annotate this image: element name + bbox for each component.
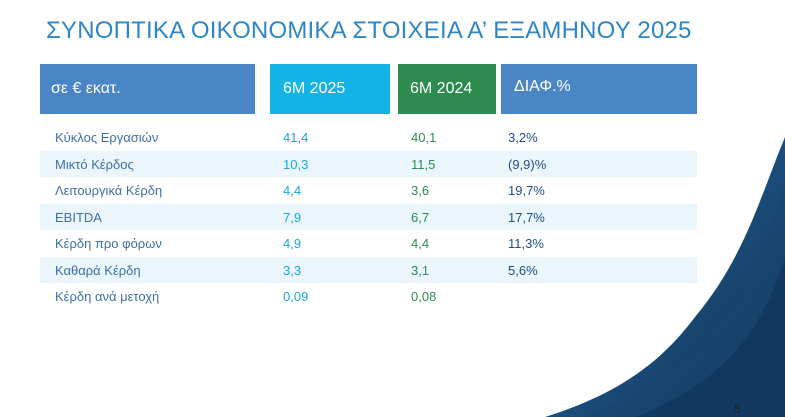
value-2025: 4,9 [283, 236, 302, 251]
financial-table: Κύκλος Εργασιών 41,4 40,1 3,2% Μικτό Κέρ… [40, 124, 697, 310]
value-change: 5,6% [508, 262, 538, 278]
row-label: Μικτό Κέρδος [55, 156, 134, 172]
value-2024: 11,5 [411, 156, 436, 172]
value-2024: 0,08 [411, 289, 437, 304]
header-6m-2025: 6M 2025 [270, 64, 390, 114]
value-change: 19,7% [508, 183, 545, 198]
value-2024: 40,1 [411, 130, 437, 145]
value-2025: 41,4 [283, 130, 309, 145]
row-label: Κύκλος Εργασιών [55, 130, 159, 145]
sea-wave-decoration [545, 137, 785, 417]
row-label: Κέρδη ανά μετοχή [55, 289, 160, 304]
table-row: Κύκλος Εργασιών 41,4 40,1 3,2% [40, 124, 697, 151]
page-number: 5 [734, 402, 741, 416]
table-row: Μικτό Κέρδος 10,3 11,5 (9,9)% [40, 150, 697, 177]
value-change: 3,2% [508, 130, 538, 145]
table-row: EBITDA 7,9 6,7 17,7% [40, 203, 697, 230]
row-label: Κέρδη προ φόρων [55, 236, 162, 251]
header-6m-2024: 6M 2024 [398, 64, 496, 114]
header-change-pct: ΔΙΑΦ.% [501, 64, 697, 114]
value-2024: 4,4 [411, 236, 430, 251]
table-row: Καθαρά Κέρδη 3,3 3,1 5,6% [40, 256, 697, 283]
value-change: 17,7% [508, 209, 545, 225]
header-unit: σε € εκατ. [40, 64, 255, 114]
value-2024: 6,7 [411, 209, 430, 225]
value-change: (9,9)% [508, 156, 547, 172]
slide-title: ΣΥΝΟΠΤΙΚΑ ΟΙΚΟΝΟΜΙΚΑ ΣΤΟΙΧΕΙΑ Α’ ΕΞΑΜΗΝΟ… [46, 17, 692, 44]
row-label: Λειτουργικά Κέρδη [55, 183, 163, 198]
value-2025: 3,3 [283, 262, 302, 278]
value-2025: 0,09 [283, 289, 309, 304]
value-2024: 3,6 [411, 183, 430, 198]
value-2025: 4,4 [283, 183, 302, 198]
table-row: Κέρδη προ φόρων 4,9 4,4 11,3% [40, 230, 697, 257]
table-row: Λειτουργικά Κέρδη 4,4 3,6 19,7% [40, 177, 697, 204]
row-label: Καθαρά Κέρδη [55, 262, 141, 278]
table-row: Κέρδη ανά μετοχή 0,09 0,08 [40, 283, 697, 310]
value-change: 11,3% [508, 236, 544, 251]
value-2025: 10,3 [283, 156, 309, 172]
row-label: EBITDA [55, 209, 102, 225]
value-2024: 3,1 [411, 262, 430, 278]
value-2025: 7,9 [283, 209, 302, 225]
